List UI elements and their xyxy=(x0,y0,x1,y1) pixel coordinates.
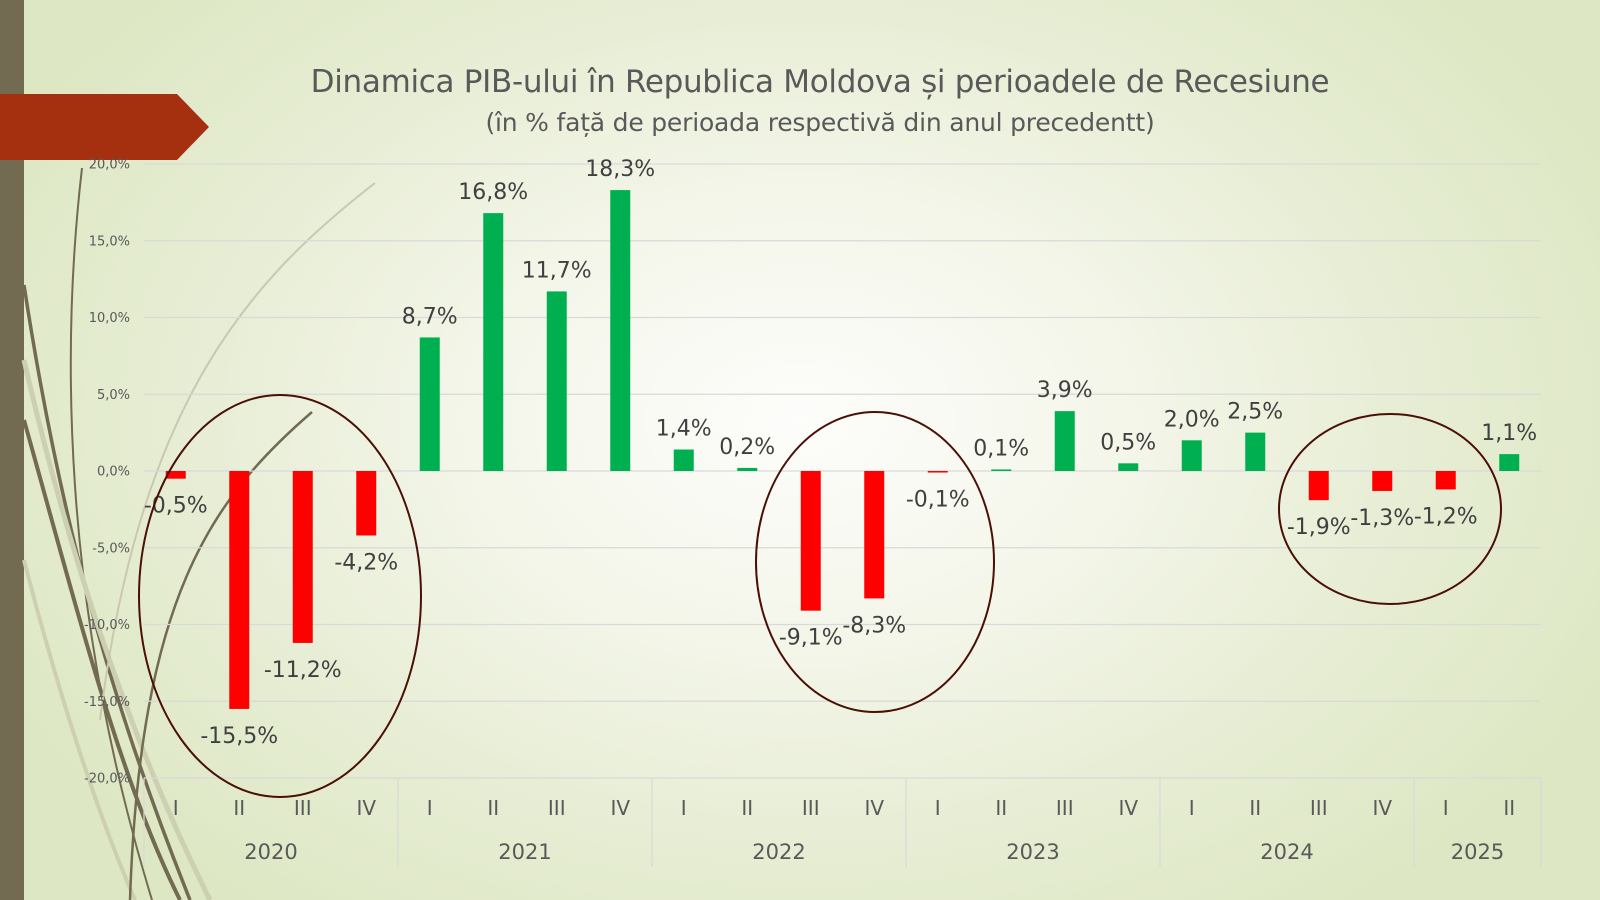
y-tick-label: 5,0% xyxy=(97,388,130,403)
bar-positive xyxy=(610,190,631,471)
data-label: 8,7% xyxy=(402,304,458,329)
year-tick-label: 2020 xyxy=(244,840,297,864)
decorative-curve xyxy=(21,359,213,900)
data-label: 0,1% xyxy=(973,436,1029,461)
bar-negative xyxy=(292,471,313,643)
quarter-tick-label: IV xyxy=(1118,796,1138,820)
bar-positive xyxy=(1499,454,1520,471)
data-label: -8,3% xyxy=(842,613,906,638)
year-tick-label: 2022 xyxy=(752,840,805,864)
data-label: -4,2% xyxy=(334,550,398,575)
y-tick-label: -10,0% xyxy=(84,618,130,633)
bar-positive xyxy=(546,291,567,471)
quarter-tick-label: IV xyxy=(864,796,884,820)
bar-positive xyxy=(1118,463,1139,471)
quarter-tick-label: III xyxy=(802,796,820,820)
data-label: -15,5% xyxy=(200,724,278,749)
quarter-tick-label: I xyxy=(935,796,941,820)
y-tick-label: 10,0% xyxy=(89,311,130,326)
data-label: 11,7% xyxy=(522,258,592,283)
quarter-tick-label: I xyxy=(681,796,687,820)
decorative-curve xyxy=(128,411,313,900)
year-tick-label: 2024 xyxy=(1260,840,1313,864)
decorative-curve xyxy=(22,559,137,900)
quarter-tick-label: I xyxy=(173,796,179,820)
data-label: 1,1% xyxy=(1481,421,1537,446)
year-tick-label: 2021 xyxy=(498,840,551,864)
decorative-curve xyxy=(22,419,182,900)
bar-positive xyxy=(483,213,504,471)
data-label: 16,8% xyxy=(458,180,528,205)
bar-negative xyxy=(1308,471,1329,501)
quarter-tick-label: I xyxy=(1189,796,1195,820)
bar-negative xyxy=(927,471,948,473)
bar-positive xyxy=(1245,432,1266,471)
chart-title: Dinamica PIB-ului în Republica Moldova ș… xyxy=(310,64,1330,100)
data-label: -1,2% xyxy=(1414,504,1478,529)
data-label: 0,2% xyxy=(719,435,775,460)
bar-negative xyxy=(356,471,377,536)
recession-highlight-ellipse xyxy=(755,411,995,713)
y-tick-label: -20,0% xyxy=(84,772,130,787)
year-tick-label: 2025 xyxy=(1451,840,1504,864)
decorative-curves xyxy=(21,167,376,900)
quarter-tick-label: II xyxy=(1249,796,1261,820)
y-tick-label: -15,0% xyxy=(84,695,130,710)
bar-positive xyxy=(1181,440,1202,471)
data-label: -11,2% xyxy=(264,658,342,683)
data-label: 18,3% xyxy=(585,157,655,182)
data-label: 3,9% xyxy=(1037,378,1093,403)
quarter-tick-label: I xyxy=(1443,796,1449,820)
bar-negative xyxy=(864,471,885,599)
data-label: -0,1% xyxy=(906,488,970,513)
y-tick-label: -5,0% xyxy=(92,541,130,556)
quarter-tick-label: III xyxy=(1310,796,1328,820)
bar-negative xyxy=(229,471,250,709)
bar-positive xyxy=(991,469,1012,471)
bar-negative xyxy=(800,471,821,611)
bar-negative xyxy=(1372,471,1393,491)
quarter-tick-label: I xyxy=(427,796,433,820)
data-label: 1,4% xyxy=(656,417,712,442)
data-label: 2,0% xyxy=(1164,407,1220,432)
quarter-tick-label: II xyxy=(487,796,499,820)
data-label: 0,5% xyxy=(1100,430,1156,455)
recession-highlight-ellipse xyxy=(138,394,422,798)
decorative-curve xyxy=(99,182,376,721)
quarter-tick-label: III xyxy=(1056,796,1074,820)
bar-positive xyxy=(419,337,440,471)
y-tick-label: 0,0% xyxy=(97,465,130,480)
quarter-tick-label: III xyxy=(548,796,566,820)
quarter-tick-label: II xyxy=(741,796,753,820)
quarter-tick-label: III xyxy=(294,796,312,820)
bar-negative xyxy=(1435,471,1456,490)
recession-highlight-ellipse xyxy=(1278,413,1502,605)
quarter-tick-label: IV xyxy=(356,796,376,820)
year-tick-label: 2023 xyxy=(1006,840,1059,864)
y-tick-label: 15,0% xyxy=(89,234,130,249)
bar-positive xyxy=(737,467,758,471)
data-label: -9,1% xyxy=(779,626,843,651)
data-label: 2,5% xyxy=(1227,400,1283,425)
chart-subtitle: (în % față de perioada respectivă din an… xyxy=(485,108,1155,137)
title-arrow-banner xyxy=(0,94,209,160)
data-label: -1,3% xyxy=(1350,506,1414,531)
y-tick-label: 20,0% xyxy=(89,158,130,173)
data-label: -1,9% xyxy=(1287,515,1351,540)
quarter-tick-label: II xyxy=(995,796,1007,820)
quarter-tick-label: II xyxy=(1503,796,1515,820)
quarter-tick-label: II xyxy=(233,796,245,820)
bar-negative xyxy=(165,471,186,479)
decorative-curve xyxy=(69,167,153,900)
bar-positive xyxy=(1054,411,1075,471)
quarter-tick-label: IV xyxy=(1372,796,1392,820)
bar-positive xyxy=(673,449,694,471)
quarter-tick-label: IV xyxy=(610,796,630,820)
